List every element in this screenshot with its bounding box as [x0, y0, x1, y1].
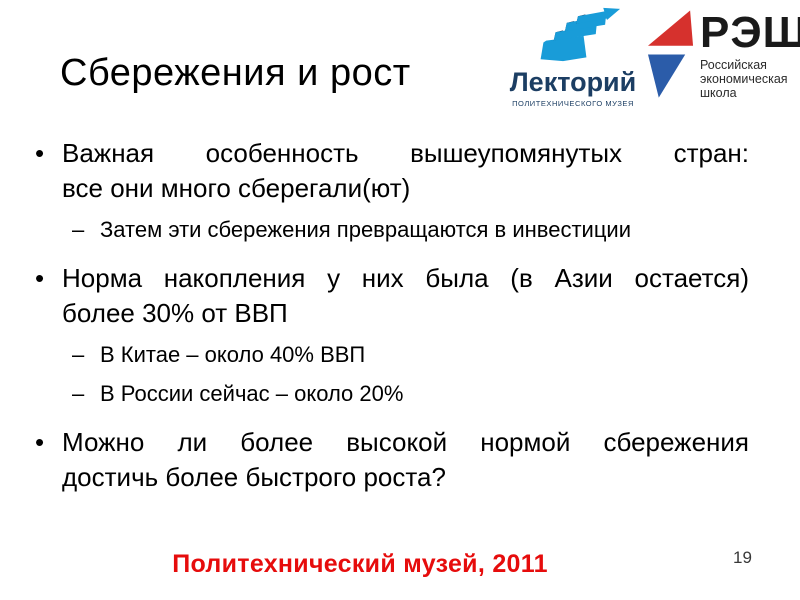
bullet-text: Важная особенность вышеупомянутых стран:…	[62, 138, 749, 203]
nes-subtitle-line: экономическая	[700, 71, 788, 86]
bullet-marker: •	[35, 427, 45, 457]
nes-subtitle-line: школа	[700, 85, 737, 100]
bullet-text: В России сейчас – около 20%	[100, 381, 404, 406]
bullet-marker: –	[72, 342, 85, 367]
lektorium-logo: Лекторий ПОЛИТЕХНИЧЕСКОГО МУЗЕЯ	[503, 6, 643, 108]
nes-logo-text: РЭШ Российская экономическая школа	[700, 11, 800, 100]
nes-logo-name: РЭШ	[700, 8, 800, 57]
bullet-text: В Китае – около 40% ВВП	[100, 342, 366, 367]
bullet-text: Затем эти сбережения превращаются в инве…	[100, 217, 631, 242]
bullet-marker: •	[35, 138, 45, 168]
footer-caption: Политехнический музей, 2011	[172, 550, 548, 578]
bullet-text: Можно ли более высокой нормой сбережения…	[62, 427, 749, 492]
bullet-item: • Норма накопления у них была (в Азии ост…	[35, 261, 749, 331]
sub-bullet-item: – В Китае – около 40% ВВП	[35, 339, 749, 370]
bullet-marker: –	[72, 381, 85, 406]
bullet-marker: •	[35, 263, 45, 293]
bullet-item: • Важная особенность вышеупомянутых стран…	[35, 136, 749, 206]
red-blue-triangles-icon	[648, 10, 694, 98]
nes-logo: РЭШ Российская экономическая школа	[648, 9, 800, 100]
bullet-text: Норма накопления у них была (в Азии оста…	[62, 263, 749, 328]
bullet-marker: –	[72, 217, 85, 242]
slide-title: Сбережения и рост	[60, 52, 411, 94]
page-number: 19	[733, 548, 752, 567]
lektorium-logo-name: Лекторий	[509, 67, 637, 97]
bullet-item: • Можно ли более высокой нормой сбережени…	[35, 425, 749, 495]
nes-subtitle-line: Российская	[700, 58, 767, 72]
sub-bullet-item: – В России сейчас – около 20%	[35, 378, 749, 409]
sub-bullet-item: – Затем эти сбережения превращаются в инв…	[35, 214, 749, 245]
lektorium-logo-subtitle: ПОЛИТЕХНИЧЕСКОГО МУЗЕЯ	[512, 99, 634, 108]
bullet-list: • Важная особенность вышеупомянутых стран…	[35, 136, 749, 495]
nes-logo-subtitle: Российская экономическая школа	[700, 58, 800, 100]
ascending-stairs-arrow-icon	[540, 7, 621, 62]
